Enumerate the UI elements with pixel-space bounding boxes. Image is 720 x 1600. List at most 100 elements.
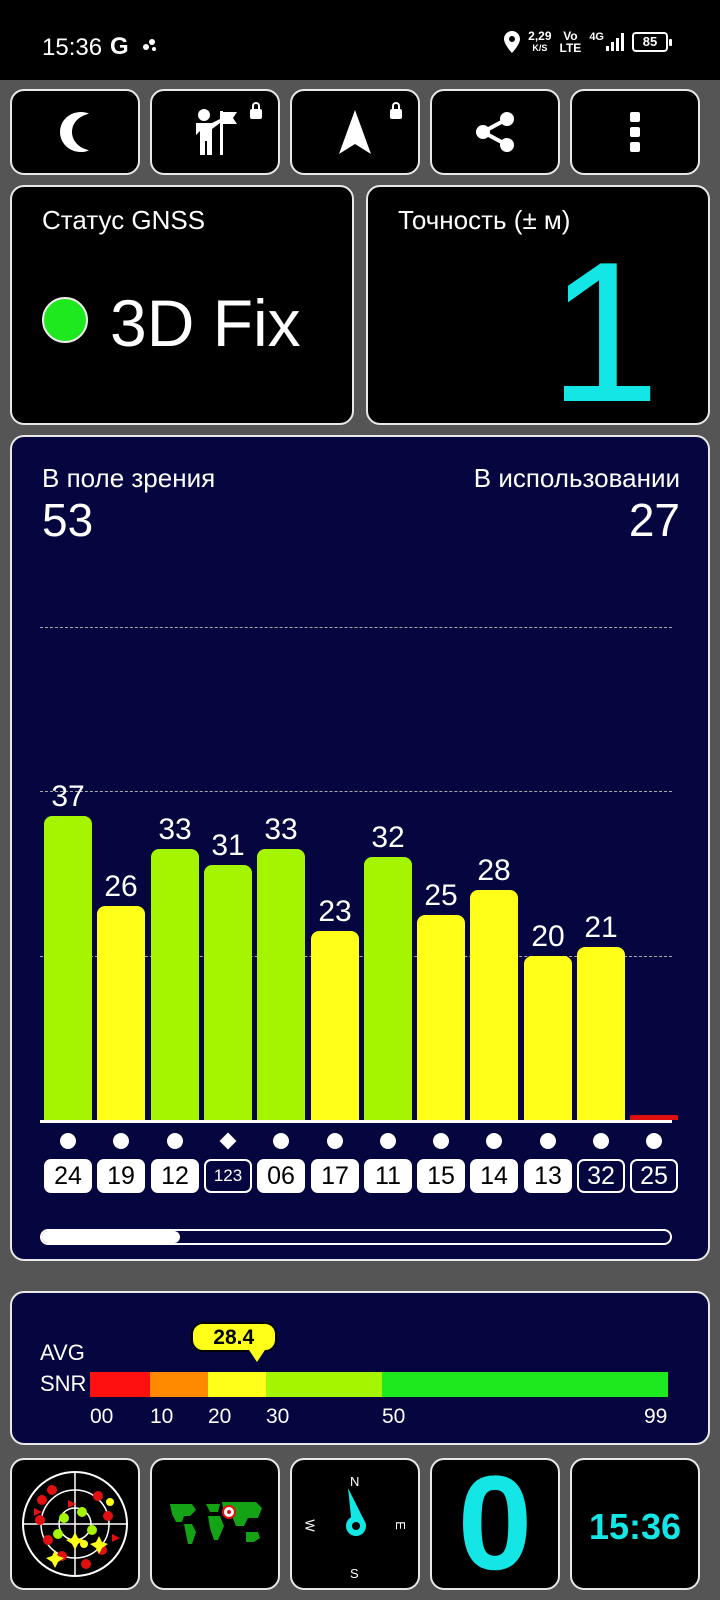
in-view-label: В поле зрения bbox=[42, 463, 216, 493]
snr-bar-label: 31 bbox=[211, 829, 245, 863]
snr-bar bbox=[257, 848, 305, 1120]
share-icon bbox=[476, 112, 514, 152]
satellite-type-dot bbox=[273, 1133, 289, 1149]
snr-bar-label: 21 bbox=[584, 911, 618, 945]
compass-north: N bbox=[350, 1474, 360, 1489]
volte-bottom: LTE bbox=[559, 41, 582, 55]
avg-label: AVG bbox=[40, 1340, 85, 1365]
snr-bar bbox=[97, 906, 145, 1120]
satellites-panel[interactable]: В поле зрения 53 В использовании 27 37 24… bbox=[10, 435, 710, 1261]
avg-snr-value: 28.4 bbox=[190, 1322, 277, 1362]
compass-button[interactable]: N E S W bbox=[290, 1458, 420, 1590]
sky-view-button[interactable] bbox=[10, 1458, 140, 1590]
sky-radar-icon bbox=[22, 1471, 128, 1577]
chart-gridline bbox=[40, 627, 672, 628]
snr-scale-tick: 00 bbox=[90, 1405, 114, 1428]
snr-bar bbox=[151, 848, 199, 1120]
compass-south: S bbox=[350, 1566, 359, 1581]
app-content: Статус GNSS 3D Fix Точность (± м) 1 В по… bbox=[0, 80, 720, 1600]
snr-scale-tick: 50 bbox=[382, 1405, 406, 1428]
snr-bar bbox=[524, 955, 572, 1120]
gnss-status-panel[interactable]: Статус GNSS 3D Fix bbox=[10, 185, 354, 425]
status-bar: 15:36 G 2,29 K/S Vo LTE 4G 85 bbox=[0, 0, 720, 80]
speed-tile[interactable]: 0 bbox=[430, 1449, 560, 1598]
snr-bar bbox=[44, 815, 92, 1120]
snr-bar-label: 20 bbox=[531, 919, 565, 953]
clock-value: 15:36 bbox=[588, 1506, 682, 1547]
satellite-id: 11 bbox=[364, 1159, 412, 1193]
snr-bar bbox=[470, 889, 518, 1120]
more-vert-icon bbox=[630, 112, 640, 152]
share-button[interactable] bbox=[430, 89, 560, 175]
more-options-button[interactable] bbox=[570, 89, 700, 175]
fix-status-value: 3D Fix bbox=[110, 286, 301, 360]
snr-scale-segment bbox=[266, 1372, 382, 1397]
satellite-id: 32 bbox=[577, 1159, 625, 1193]
satellite-id: 13 bbox=[524, 1159, 572, 1193]
avg-snr-panel[interactable]: AVG SNR 28.4 00 10 20 30 50 99 bbox=[10, 1291, 710, 1445]
night-mode-button[interactable] bbox=[10, 89, 140, 175]
satellite-type-dot bbox=[540, 1133, 556, 1149]
in-view-count: 53 bbox=[42, 494, 94, 546]
world-map-icon bbox=[166, 1498, 266, 1550]
navigation-arrow-icon bbox=[339, 110, 371, 154]
satellite-type-dot bbox=[433, 1133, 449, 1149]
satellite-id: 24 bbox=[44, 1159, 92, 1193]
speed-value: 0 bbox=[457, 1449, 533, 1598]
clock-tile[interactable]: 15:36 bbox=[570, 1458, 700, 1590]
waypoint-button[interactable] bbox=[150, 89, 280, 175]
satellite-id: 25 bbox=[630, 1159, 678, 1193]
accuracy-value: 1 bbox=[548, 221, 660, 444]
satellite-id: 12 bbox=[151, 1159, 199, 1193]
volte-top: Vo bbox=[563, 29, 578, 43]
snr-scale-segment bbox=[208, 1372, 266, 1397]
location-icon bbox=[504, 31, 521, 53]
satellite-type-dot bbox=[167, 1133, 183, 1149]
satellite-type-dot bbox=[646, 1133, 662, 1149]
snr-bar-label: 32 bbox=[371, 821, 405, 855]
navigation-button[interactable] bbox=[290, 89, 420, 175]
snr-scale-tick: 10 bbox=[150, 1405, 174, 1428]
notification-dots-icon bbox=[140, 35, 160, 60]
snr-bar-label: 25 bbox=[424, 878, 458, 912]
gnss-status-label: Статус GNSS bbox=[42, 205, 206, 235]
snr-bar-label: 33 bbox=[158, 812, 192, 846]
google-icon: G bbox=[110, 33, 129, 60]
world-map-button[interactable] bbox=[150, 1458, 280, 1590]
snr-bar bbox=[311, 931, 359, 1120]
snr-label: SNR bbox=[40, 1371, 87, 1396]
satellite-id: 17 bbox=[311, 1159, 359, 1193]
snr-bar-label: 26 bbox=[104, 870, 138, 904]
network-speed-value: 2,29 bbox=[528, 29, 552, 43]
satellite-type-dot bbox=[380, 1133, 396, 1149]
accuracy-panel[interactable]: Точность (± м) 1 bbox=[366, 185, 710, 433]
snr-scale-segment bbox=[150, 1372, 208, 1397]
snr-scale-segment bbox=[382, 1372, 668, 1397]
satellite-id: 06 bbox=[257, 1159, 305, 1193]
lock-icon bbox=[390, 102, 402, 119]
satellite-type-dot bbox=[60, 1133, 76, 1149]
satellite-id: 14 bbox=[470, 1159, 518, 1193]
satellite-type-dot bbox=[486, 1133, 502, 1149]
chart-scrollbar[interactable] bbox=[40, 1229, 672, 1245]
volte-indicator: Vo LTE bbox=[560, 30, 582, 54]
snr-scale-tick: 99 bbox=[644, 1405, 668, 1428]
chart-gridline bbox=[40, 791, 672, 792]
snr-bar bbox=[630, 1115, 678, 1120]
lock-icon bbox=[250, 102, 262, 119]
satellite-type-dot bbox=[327, 1133, 343, 1149]
satellite-type-dot bbox=[113, 1133, 129, 1149]
snr-bar-label: 23 bbox=[318, 895, 352, 929]
snr-scale-segment bbox=[90, 1372, 150, 1397]
in-use-label: В использовании bbox=[473, 463, 680, 493]
person-flag-icon bbox=[196, 109, 237, 155]
status-time: 15:36 bbox=[42, 34, 103, 61]
battery-indicator: 85 bbox=[632, 32, 672, 52]
satellite-type-dot bbox=[593, 1133, 609, 1149]
satellite-id: 19 bbox=[97, 1159, 145, 1193]
chart-scroll-thumb[interactable] bbox=[42, 1231, 180, 1243]
snr-bar-label: 28 bbox=[477, 853, 511, 887]
network-speed: 2,29 K/S bbox=[528, 30, 551, 54]
satellite-type-diamond bbox=[219, 1132, 237, 1150]
snr-bar bbox=[204, 865, 252, 1120]
